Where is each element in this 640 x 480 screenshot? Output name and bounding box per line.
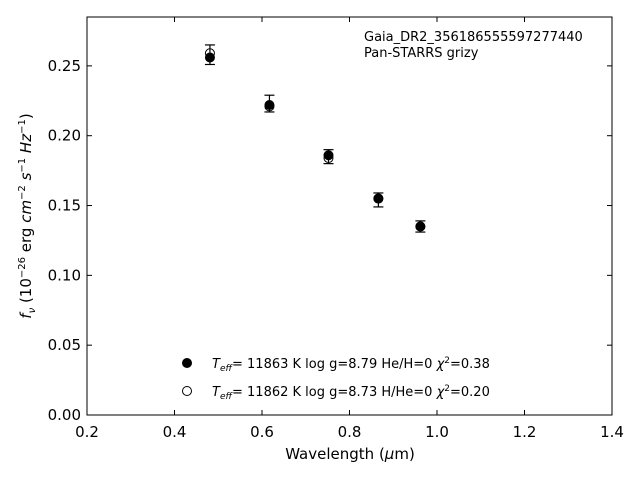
observed-layer bbox=[204, 44, 426, 233]
model-point-open bbox=[373, 193, 384, 204]
legend-marker-open bbox=[182, 386, 192, 396]
x-tick-label: 0.2 bbox=[75, 423, 99, 441]
y-tick-label: 0.20 bbox=[48, 127, 81, 145]
model-point-open bbox=[323, 153, 334, 164]
legend: Teff= 11863 K log g=8.79 He/H=0 χ2=0.38 … bbox=[182, 356, 490, 402]
y-tick-label: 0.00 bbox=[48, 406, 81, 424]
model-point-open bbox=[415, 221, 426, 232]
annotation-survey: Pan-STARRS grizy bbox=[364, 46, 479, 61]
y-tick-label: 0.25 bbox=[48, 57, 81, 75]
legend-marker-filled bbox=[182, 358, 192, 368]
model-point-open bbox=[264, 101, 275, 112]
legend-entry-1: Teff= 11863 K log g=8.79 He/H=0 χ2=0.38 bbox=[212, 356, 490, 374]
ticks bbox=[86, 17, 613, 416]
x-tick-label: 0.4 bbox=[163, 423, 187, 441]
tick-labels: 0.2 0.4 0.6 0.8 1.0 1.2 1.4 0.00 0.05 0.10 0.15 0.2… bbox=[48, 57, 624, 441]
plot-frame bbox=[86, 16, 613, 416]
x-tick-label: 1.4 bbox=[600, 423, 624, 441]
y-axis-label: fν (10−26 erg cm−2 s−1 Hz−1) bbox=[17, 113, 38, 318]
x-tick-label: 0.6 bbox=[250, 423, 274, 441]
x-tick-label: 1.2 bbox=[513, 423, 537, 441]
y-tick-label: 0.05 bbox=[48, 336, 81, 354]
model-point-open bbox=[204, 48, 215, 59]
y-tick-label: 0.15 bbox=[48, 197, 81, 215]
annotation-gaia-id: Gaia_DR2_356186555597277440 bbox=[364, 30, 583, 45]
x-tick-label: 0.8 bbox=[338, 423, 362, 441]
model-point-filled bbox=[323, 150, 334, 161]
legend-entry-2: Teff= 11862 K log g=8.73 H/He=0 χ2=0.20 bbox=[212, 384, 490, 402]
x-axis-label: Wavelength (μm) bbox=[285, 445, 415, 463]
series-layer bbox=[204, 48, 426, 232]
y-tick-label: 0.10 bbox=[48, 266, 81, 284]
x-tick-label: 1.0 bbox=[425, 423, 449, 441]
